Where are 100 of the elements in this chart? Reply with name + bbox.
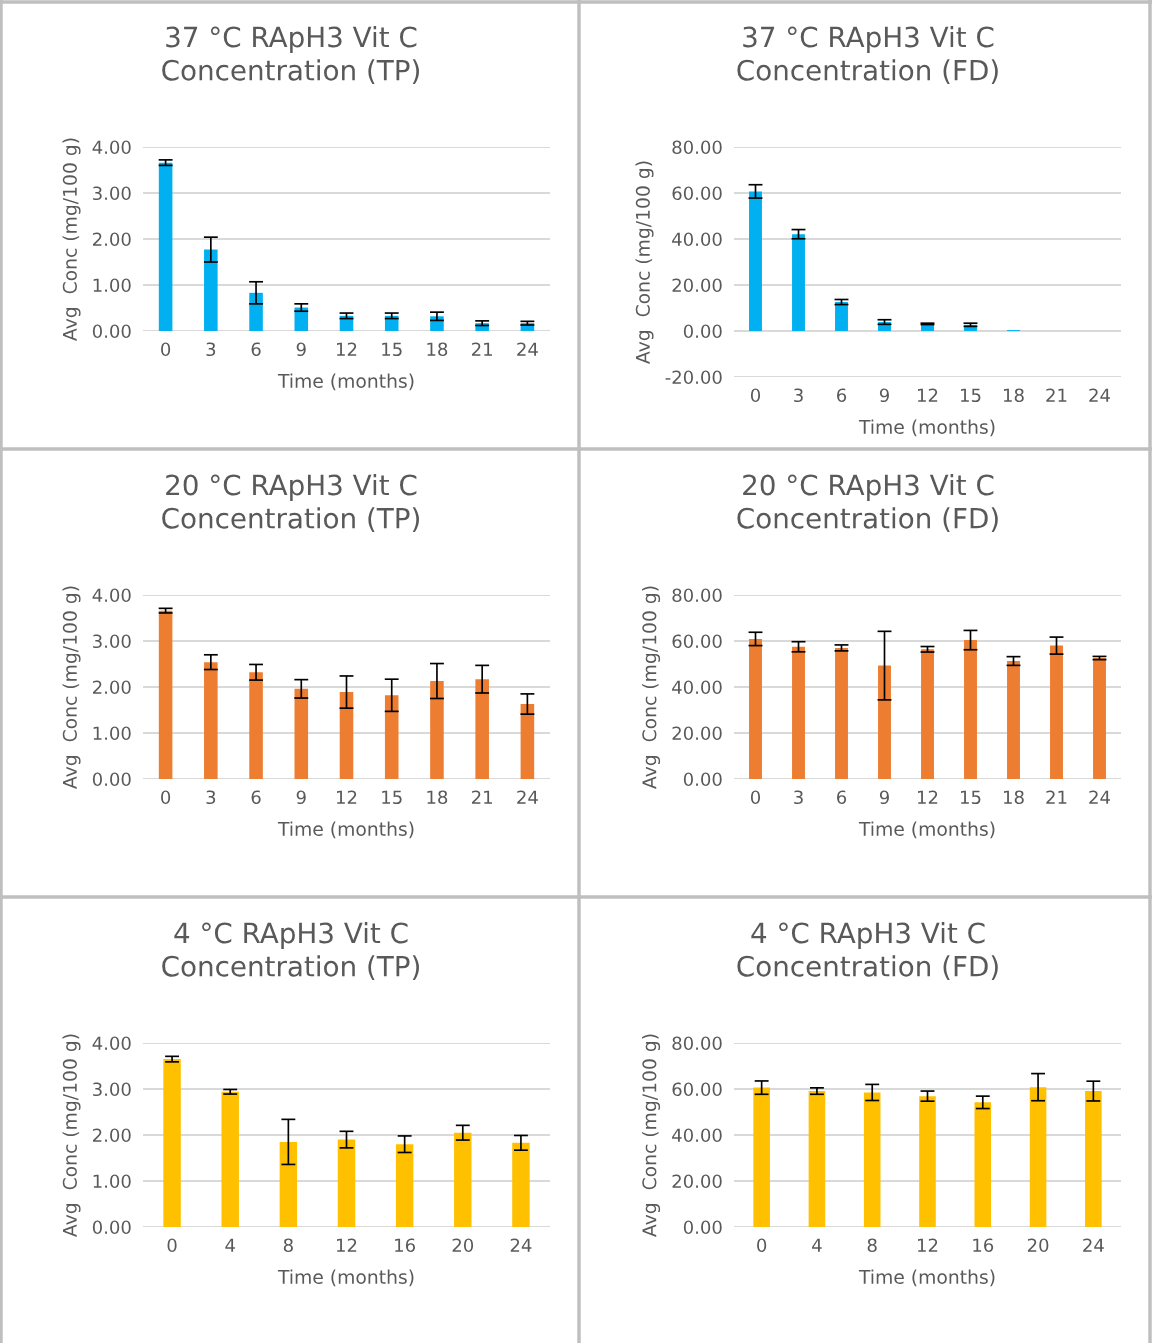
x-tick-label: 12 <box>918 790 938 804</box>
x-tick-label: 3 <box>794 790 803 805</box>
bar <box>749 191 762 331</box>
bar <box>878 665 891 779</box>
bar <box>964 640 977 779</box>
x-tick-label: 8 <box>283 1238 293 1253</box>
x-tick-label: 12 <box>337 342 357 356</box>
y-tick-label: 60.00 <box>672 634 722 649</box>
x-tick-label: 9 <box>296 342 306 357</box>
x-tick-label: 18 <box>1004 388 1024 403</box>
x-tick-label: 12 <box>918 1238 938 1252</box>
x-tick-label: 15 <box>382 342 402 357</box>
y-tick-label: 3.00 <box>93 1082 131 1097</box>
x-tick-label: 6 <box>251 790 261 805</box>
bar <box>384 695 399 779</box>
chart-title: 37 °C RApH3 Vit C Concentration (TP) <box>162 26 419 84</box>
y-tick-label: 1.00 <box>93 278 131 293</box>
bar <box>339 692 354 779</box>
x-tick-label: 24 <box>1089 388 1110 402</box>
bar <box>1007 661 1020 779</box>
x-axis-title: Time (months) <box>858 821 995 839</box>
bar <box>792 646 805 779</box>
y-tick-label: 40.00 <box>672 232 722 247</box>
y-tick-label: 2.00 <box>93 1128 131 1143</box>
bar <box>204 249 218 331</box>
x-tick-label: 6 <box>837 790 847 805</box>
bar <box>395 1144 414 1227</box>
bar <box>430 681 444 779</box>
bar <box>921 649 934 779</box>
bar <box>294 688 309 779</box>
y-tick-label: 0.00 <box>92 772 131 787</box>
bar <box>974 1102 992 1227</box>
bar <box>919 1096 936 1227</box>
y-axis-title: Avg Conc (mg/100 g) <box>62 138 81 341</box>
x-tick-label: 0 <box>167 1238 177 1253</box>
bar <box>1029 1087 1047 1227</box>
x-tick-label: 3 <box>794 388 803 403</box>
y-axis-title: Avg Conc (mg/100 g) <box>641 1034 661 1237</box>
bar <box>1093 658 1106 779</box>
x-tick-label: 18 <box>427 790 448 805</box>
y-tick-label: 0.00 <box>92 1220 131 1235</box>
x-tick-label: 24 <box>510 1238 532 1252</box>
x-tick-label: 21 <box>1046 790 1067 804</box>
bar <box>475 679 489 779</box>
bar <box>454 1132 472 1227</box>
y-tick-label: 80.00 <box>672 1036 722 1051</box>
y-tick-label: 60.00 <box>672 1082 722 1097</box>
x-axis-title: Time (months) <box>277 373 414 391</box>
x-tick-label: 3 <box>206 342 216 357</box>
x-tick-label: 4 <box>225 1238 235 1252</box>
x-tick-label: 6 <box>251 342 261 357</box>
x-tick-label: 24 <box>517 342 538 356</box>
bar <box>249 292 263 331</box>
bar <box>749 638 762 779</box>
x-tick-label: 0 <box>161 790 171 805</box>
y-tick-label: 20.00 <box>672 278 722 293</box>
bar <box>158 162 173 331</box>
x-tick-label: 18 <box>1004 790 1024 805</box>
chart-title: 20 °C RApH3 Vit C Concentration (FD) <box>737 474 998 532</box>
x-tick-label: 0 <box>750 388 761 403</box>
y-tick-label: 0.00 <box>683 324 722 339</box>
y-tick-label: 20.00 <box>672 1174 722 1189</box>
chart-title: 37 °C RApH3 Vit C Concentration (FD) <box>737 26 998 84</box>
bar <box>163 1059 181 1227</box>
x-tick-label: 24 <box>517 790 538 804</box>
y-tick-label: 3.00 <box>93 186 131 201</box>
bar <box>249 672 263 779</box>
y-tick-label: 0.00 <box>92 324 131 339</box>
x-tick-label: 9 <box>296 790 306 805</box>
bar <box>384 315 399 331</box>
y-tick-label: 1.00 <box>93 1174 131 1189</box>
bar <box>863 1092 881 1227</box>
x-tick-label: 4 <box>812 1238 822 1252</box>
x-tick-label: 3 <box>206 790 216 805</box>
x-axis-title: Time (months) <box>277 821 414 839</box>
x-tick-label: 0 <box>161 342 171 357</box>
y-tick-label: 4.00 <box>92 588 131 603</box>
bar <box>808 1091 826 1227</box>
x-tick-label: 21 <box>472 790 492 804</box>
bar <box>512 1142 530 1227</box>
x-axis-title: Time (months) <box>858 1269 995 1287</box>
y-tick-label: 0.00 <box>683 772 722 787</box>
chart-title: 4 °C RApH3 Vit C Concentration (FD) <box>737 922 998 980</box>
bar <box>835 302 848 331</box>
y-tick-label: 0.00 <box>683 1220 722 1235</box>
chart-title: 20 °C RApH3 Vit C Concentration (TP) <box>162 474 419 532</box>
y-tick-label: 60.00 <box>672 186 722 201</box>
bar <box>221 1091 239 1227</box>
x-tick-label: 12 <box>337 1238 357 1252</box>
y-tick-label: 3.00 <box>93 634 131 649</box>
bar <box>835 647 848 779</box>
y-tick-label: -20.00 <box>665 370 722 385</box>
x-tick-label: 20 <box>1027 1238 1049 1253</box>
x-tick-label: 16 <box>395 1238 415 1253</box>
x-tick-label: 16 <box>973 1238 994 1253</box>
bar <box>337 1139 356 1227</box>
chart-title: 4 °C RApH3 Vit C Concentration (TP) <box>162 922 419 980</box>
bar <box>279 1141 298 1227</box>
bar <box>520 704 535 779</box>
y-tick-label: 4.00 <box>92 1036 131 1051</box>
